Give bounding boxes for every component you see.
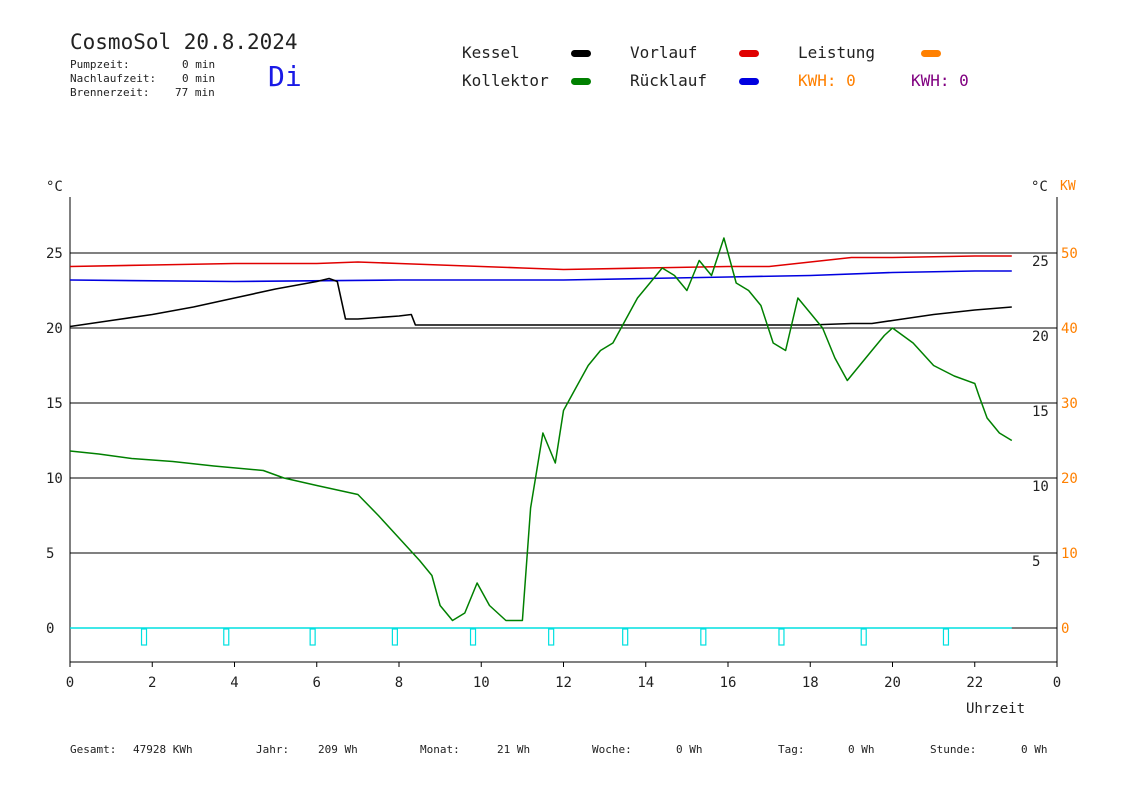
leistung-marker-3: [391, 628, 398, 646]
legend-kessel-label: Kessel: [462, 43, 520, 62]
leistung-marker-2: [309, 628, 316, 646]
y-left-tick-5: 5: [46, 546, 54, 562]
y-left-tick-10: 10: [46, 471, 63, 487]
y-left-tick-20: 20: [46, 321, 63, 337]
stat-nachlaufzeit-label: Nachlaufzeit:: [70, 72, 157, 85]
footer-label-1: Jahr:: [256, 743, 290, 756]
stat-pumpzeit-value: 0 min: [182, 58, 216, 71]
x-tick-8: 16: [720, 675, 737, 691]
footer-value-1: 209 Wh: [318, 743, 358, 756]
x-tick-0: 0: [66, 675, 74, 691]
x-tick-12: 0: [1053, 675, 1061, 691]
right-axis-unit-kw: KW: [1060, 179, 1076, 194]
series-vorlauf: [69, 255, 1012, 271]
leistung-marker-8: [778, 628, 785, 646]
x-tick-6: 12: [555, 675, 572, 691]
page-title: CosmoSol 20.8.2024: [70, 30, 298, 54]
legend-kwh-orange: KWH: 0: [798, 71, 856, 90]
legend-leistung-label: Leistung: [798, 43, 876, 62]
legend-vorlauf-swatch: [739, 50, 759, 57]
footer-value-5: 0 Wh: [1021, 743, 1048, 756]
right-axis-unit-c: °C: [1031, 179, 1048, 195]
leistung-marker-4: [469, 628, 477, 646]
y-right-kw-tick-40: 40: [1061, 321, 1078, 337]
x-tick-5: 10: [473, 675, 490, 691]
left-axis-unit: °C: [46, 179, 63, 195]
leistung-marker-6: [622, 628, 629, 646]
legend-kessel-swatch: [571, 50, 591, 57]
x-axis-label: Uhrzeit: [966, 701, 1026, 717]
series-kollektor: [69, 237, 1013, 622]
footer-label-3: Woche:: [592, 743, 632, 756]
y-right-c-tick-10: 10: [1032, 479, 1049, 495]
footer-label-2: Monat:: [420, 743, 460, 756]
y-right-kw-tick-0: 0: [1061, 621, 1069, 637]
tick-labels: 0 5 10 15 20 25 5 10 15 20 25 0 10 20 30 40 50 0 2 4 6 8 10 12 1…: [46, 246, 1078, 691]
legend-vorlauf-label: Vorlauf: [630, 43, 698, 62]
stat-pumpzeit-label: Pumpzeit:: [70, 58, 130, 71]
footer-label-0: Gesamt:: [70, 743, 117, 756]
grid-lines: [70, 252, 1057, 629]
stat-nachlaufzeit-value: 0 min: [182, 72, 216, 85]
x-tick-7: 14: [637, 675, 654, 691]
series-lines: [69, 237, 1013, 646]
leistung-marker-9: [860, 628, 867, 646]
footer-label-4: Tag:: [778, 743, 805, 756]
x-tick-4: 8: [395, 675, 403, 691]
x-tick-3: 6: [313, 675, 321, 691]
x-tick-11: 22: [966, 675, 983, 691]
leistung-marker-7: [700, 628, 707, 646]
footer-value-2: 21 Wh: [497, 743, 531, 756]
x-tick-2: 4: [230, 675, 238, 691]
y-left-tick-25: 25: [46, 246, 63, 262]
legend-kollektor-swatch: [571, 78, 591, 85]
footer-value-0: 47928 KWh: [133, 743, 193, 756]
leistung-marker-0: [140, 628, 148, 646]
y-right-c-tick-20: 20: [1032, 329, 1049, 345]
legend-ruecklauf-label: Rücklauf: [630, 71, 708, 90]
footer-label-5: Stunde:: [930, 743, 977, 756]
legend-leistung-swatch: [921, 50, 941, 57]
footer-value-3: 0 Wh: [676, 743, 703, 756]
leistung-marker-1: [223, 628, 230, 646]
x-tick-9: 18: [802, 675, 819, 691]
y-right-c-tick-5: 5: [1032, 554, 1040, 570]
y-left-tick-15: 15: [46, 396, 63, 412]
y-right-c-tick-15: 15: [1032, 404, 1049, 420]
legend-kollektor-label: Kollektor: [462, 71, 549, 90]
weekday-label: Di: [268, 60, 302, 93]
y-right-c-tick-25: 25: [1032, 254, 1049, 270]
stat-brennerzeit-label: Brennerzeit:: [70, 86, 150, 99]
y-right-kw-tick-30: 30: [1061, 396, 1078, 412]
stat-brennerzeit-value: 77 min: [175, 86, 215, 99]
series-kessel: [69, 277, 1012, 328]
legend-ruecklauf-swatch: [739, 78, 759, 85]
y-left-tick-0: 0: [46, 621, 54, 637]
footer-value-4: 0 Wh: [848, 743, 875, 756]
y-right-kw-tick-10: 10: [1061, 546, 1078, 562]
leistung-marker-10: [942, 628, 950, 646]
series-r-cklauf: [69, 270, 1012, 283]
legend-kwh-purple: KWH: 0: [911, 71, 969, 90]
chart-axes: [69, 197, 1058, 667]
y-right-kw-tick-50: 50: [1061, 246, 1078, 262]
x-tick-1: 2: [148, 675, 156, 691]
x-tick-10: 20: [884, 675, 901, 691]
leistung-marker-5: [548, 628, 555, 646]
y-right-kw-tick-20: 20: [1061, 471, 1078, 487]
